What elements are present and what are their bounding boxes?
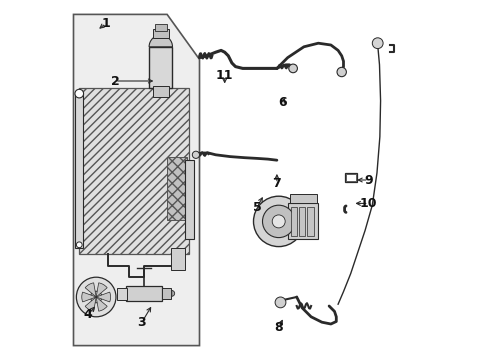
Bar bbox=[154, 24, 167, 31]
Circle shape bbox=[76, 242, 82, 248]
Bar bbox=[306, 207, 313, 236]
Circle shape bbox=[288, 64, 297, 73]
Wedge shape bbox=[171, 291, 174, 296]
Bar bbox=[149, 47, 172, 88]
Wedge shape bbox=[149, 35, 172, 47]
Wedge shape bbox=[81, 292, 96, 302]
Text: 8: 8 bbox=[274, 321, 283, 334]
Circle shape bbox=[336, 67, 346, 77]
Wedge shape bbox=[96, 297, 107, 311]
Text: 6: 6 bbox=[277, 96, 286, 109]
Circle shape bbox=[275, 297, 285, 308]
Bar bbox=[345, 173, 356, 182]
Bar bbox=[298, 207, 305, 236]
Bar bbox=[152, 29, 168, 38]
Text: 2: 2 bbox=[110, 75, 119, 87]
Bar bbox=[185, 160, 194, 239]
Text: 4: 4 bbox=[83, 309, 92, 321]
Circle shape bbox=[75, 89, 83, 98]
Bar bbox=[287, 203, 318, 239]
Bar bbox=[117, 288, 126, 300]
Text: 9: 9 bbox=[364, 174, 372, 186]
Bar bbox=[75, 94, 83, 248]
Bar bbox=[289, 194, 316, 203]
Circle shape bbox=[371, 38, 382, 49]
Text: 1: 1 bbox=[102, 17, 110, 30]
Bar bbox=[152, 86, 168, 97]
Wedge shape bbox=[96, 292, 110, 302]
Text: 7: 7 bbox=[272, 177, 281, 190]
Wedge shape bbox=[85, 297, 96, 311]
Text: 3: 3 bbox=[137, 316, 146, 329]
Bar bbox=[290, 207, 296, 236]
Bar bbox=[162, 288, 170, 299]
Circle shape bbox=[253, 196, 303, 247]
Wedge shape bbox=[96, 283, 107, 297]
Wedge shape bbox=[85, 283, 96, 297]
Circle shape bbox=[272, 215, 285, 228]
Bar bbox=[346, 174, 355, 181]
Bar bbox=[167, 157, 186, 220]
Bar bbox=[79, 88, 188, 254]
Text: 10: 10 bbox=[359, 197, 377, 210]
Circle shape bbox=[76, 277, 116, 317]
Circle shape bbox=[90, 291, 102, 303]
Polygon shape bbox=[73, 14, 199, 346]
Text: 11: 11 bbox=[216, 69, 233, 82]
Bar bbox=[125, 286, 162, 301]
Circle shape bbox=[192, 151, 199, 158]
Text: 5: 5 bbox=[252, 201, 261, 213]
Circle shape bbox=[262, 205, 294, 238]
Bar bbox=[170, 248, 185, 270]
